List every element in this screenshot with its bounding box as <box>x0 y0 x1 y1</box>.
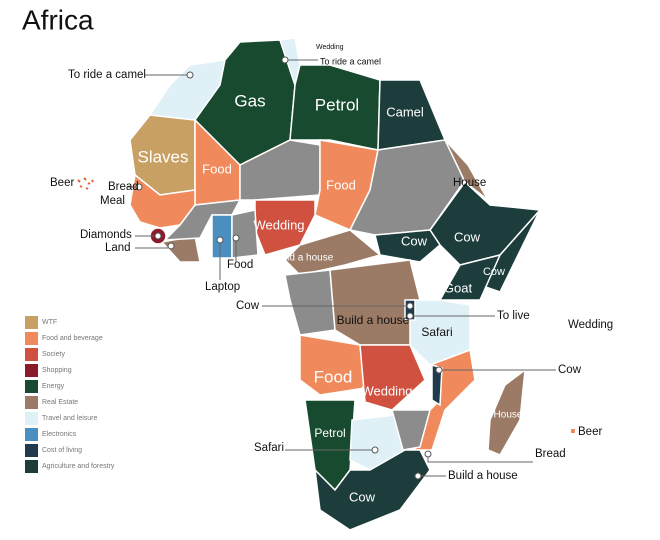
callout-label: Diamonds <box>80 229 132 241</box>
region-label: Food <box>314 367 353 386</box>
region-label: Safari <box>421 325 452 339</box>
callout-label: House <box>453 177 486 189</box>
legend-swatch <box>25 332 38 345</box>
region-label: Cow <box>349 489 376 504</box>
island-mark <box>571 429 575 433</box>
region <box>391 409 431 451</box>
legend-label: WTF <box>42 319 57 326</box>
legend-label: Real Estate <box>42 399 78 406</box>
callout-label: Bread <box>108 181 139 193</box>
callout-label: Meal <box>100 195 125 207</box>
legend-label: Cost of living <box>42 447 82 454</box>
region-label: Build a house <box>273 253 334 264</box>
legend-swatch <box>25 380 38 393</box>
dot <box>371 446 379 454</box>
dot <box>435 366 443 374</box>
island-marks <box>77 177 94 190</box>
dot <box>424 450 432 458</box>
legend-swatch <box>25 444 38 457</box>
title: Africa <box>22 4 94 35</box>
region <box>414 348 476 451</box>
region-label: Camel <box>386 104 424 119</box>
legend-swatch <box>25 348 38 361</box>
region <box>438 253 502 301</box>
legend-label: Electronics <box>42 431 77 438</box>
region <box>444 139 489 201</box>
dot <box>281 56 289 64</box>
dot <box>406 312 414 320</box>
region-label: Wedding <box>253 217 304 232</box>
region-label: Build a house <box>337 313 410 327</box>
dot <box>135 183 143 191</box>
region-label: Cow <box>454 229 481 244</box>
region-label: Gas <box>234 91 265 110</box>
region-label: House <box>494 410 523 421</box>
callout-label: Land <box>105 242 131 254</box>
region-label: Petrol <box>314 426 345 440</box>
region-label: Cow <box>401 233 428 248</box>
region <box>313 449 431 531</box>
legend-label: Shopping <box>42 367 72 374</box>
dot <box>216 236 224 244</box>
dot <box>414 472 422 480</box>
region <box>283 229 382 276</box>
dot <box>186 71 194 79</box>
legend-label: Travel and leisure <box>42 415 97 422</box>
callout-label: Wedding <box>568 319 613 331</box>
callout-label: Bread <box>535 448 566 460</box>
region-label: Food <box>202 161 232 176</box>
legend-label: Food and beverage <box>42 335 103 342</box>
callouts: To ride a camel Wedding To ride a camel … <box>50 44 613 482</box>
callout-label: Food <box>227 259 253 271</box>
region-label: Cow <box>483 266 505 278</box>
dot <box>406 302 414 310</box>
legend-swatch <box>25 364 38 377</box>
region-label: Goat <box>444 280 473 295</box>
legend-swatch <box>25 428 38 441</box>
callout-label: Beer <box>578 426 602 438</box>
region <box>231 209 259 259</box>
region <box>374 229 441 263</box>
callout-label: Wedding <box>316 44 344 51</box>
legend-swatch <box>25 396 38 409</box>
region-label: Wedding <box>361 383 412 398</box>
legend-swatch <box>25 316 38 329</box>
region <box>284 269 336 336</box>
dot <box>167 242 175 250</box>
callout-label: To ride a camel <box>68 69 146 81</box>
callout-label: Cow <box>236 300 260 312</box>
dot <box>232 234 240 242</box>
region <box>299 334 366 396</box>
region <box>359 344 426 411</box>
region-label: Food <box>326 177 356 192</box>
region <box>211 214 233 259</box>
legend-label: Agriculture and forestry <box>42 463 115 470</box>
callout-label: Cow <box>558 364 582 376</box>
countries <box>129 37 542 531</box>
leader <box>427 457 533 463</box>
region-labels: Gas Petrol Camel Slaves Food Food Weddin… <box>137 91 522 504</box>
callout-label: Build a house <box>448 470 518 482</box>
region-label: Petrol <box>315 95 359 114</box>
region-label: Slaves <box>137 147 188 166</box>
callout-label: To live <box>497 310 530 322</box>
callout-label: Laptop <box>205 281 240 293</box>
callout-label: To ride a camel <box>320 56 381 66</box>
callout-label: Beer <box>50 177 74 189</box>
legend-label: Energy <box>42 383 65 390</box>
legend-label: Society <box>42 351 65 358</box>
legend-swatch <box>25 412 38 425</box>
legend: WTF Food and beverage Society Shopping E… <box>25 316 115 473</box>
callout-label: Safari <box>254 442 284 454</box>
region <box>289 64 381 151</box>
legend-swatch <box>25 460 38 473</box>
dot <box>154 232 162 240</box>
